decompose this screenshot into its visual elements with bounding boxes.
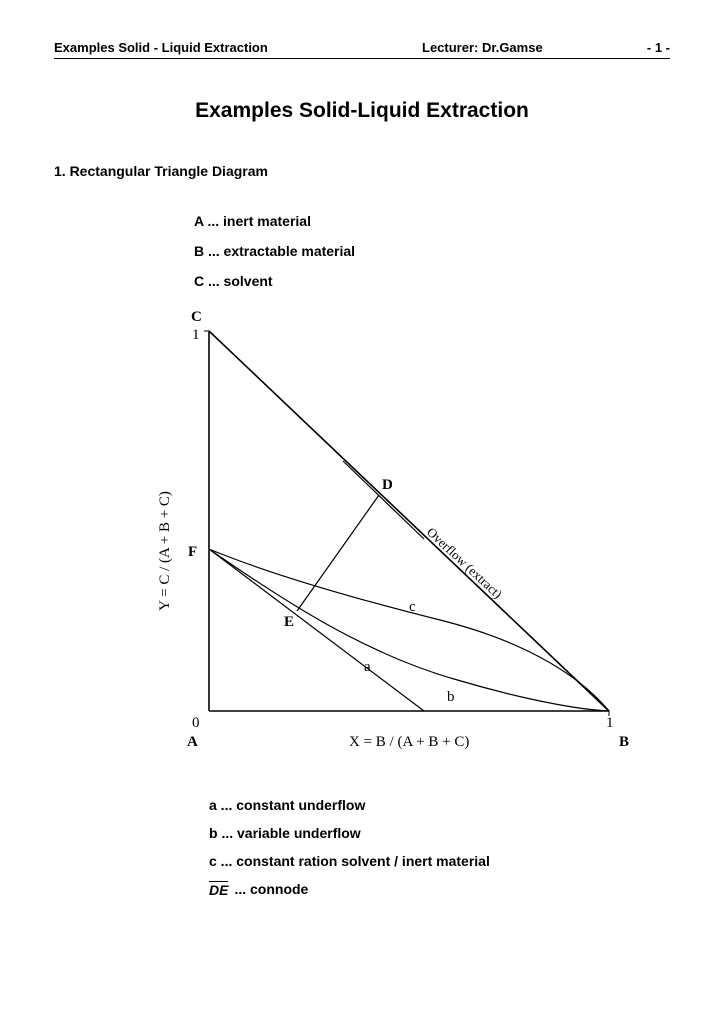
svg-text:b: b: [447, 689, 455, 705]
svg-text:c: c: [409, 599, 416, 615]
svg-text:E: E: [284, 614, 294, 630]
svg-text:Y = C / (A + B + C): Y = C / (A + B + C): [157, 491, 173, 611]
svg-text:A: A: [187, 734, 198, 750]
header-rule: [54, 58, 670, 59]
svg-text:D: D: [382, 477, 393, 493]
triangle-diagram: C1FDE0A1BX = B / (A + B + C)Y = C / (A +…: [114, 301, 670, 761]
legend-A: A ... inert material: [194, 207, 670, 235]
section-heading: 1. Rectangular Triangle Diagram: [54, 163, 670, 179]
svg-text:B: B: [619, 734, 629, 750]
legend-top: A ... inert material B ... extractable m…: [194, 207, 670, 295]
svg-text:X = B / (A + B + C): X = B / (A + B + C): [349, 734, 469, 750]
legend-c: c ... constant ration solvent / inert ma…: [209, 847, 670, 875]
svg-text:1: 1: [606, 715, 614, 731]
header-page-number: - 1 -: [647, 40, 670, 55]
legend-de: DE ... connode: [209, 875, 670, 903]
svg-text:0: 0: [192, 715, 200, 731]
de-text: ... connode: [234, 875, 308, 903]
legend-C: C ... solvent: [194, 267, 670, 295]
svg-text:1: 1: [192, 327, 200, 343]
svg-text:a: a: [364, 659, 371, 675]
svg-text:C: C: [191, 309, 202, 325]
svg-text:F: F: [188, 544, 197, 560]
legend-b: b ... variable underflow: [209, 819, 670, 847]
svg-text:Overflow (extract): Overflow (extract): [424, 524, 505, 601]
page-title: Examples Solid-Liquid Extraction: [54, 99, 670, 123]
legend-B: B ... extractable material: [194, 237, 670, 265]
page: Examples Solid - Liquid Extraction Lectu…: [0, 0, 724, 1024]
legend-bottom: a ... constant underflow b ... variable …: [209, 791, 670, 903]
legend-a: a ... constant underflow: [209, 791, 670, 819]
de-symbol: DE: [209, 881, 228, 897]
header-center: Lecturer: Dr.Gamse: [372, 40, 543, 55]
page-header: Examples Solid - Liquid Extraction Lectu…: [54, 40, 670, 55]
header-left: Examples Solid - Liquid Extraction: [54, 40, 268, 55]
diagram-svg: C1FDE0A1BX = B / (A + B + C)Y = C / (A +…: [114, 301, 644, 761]
